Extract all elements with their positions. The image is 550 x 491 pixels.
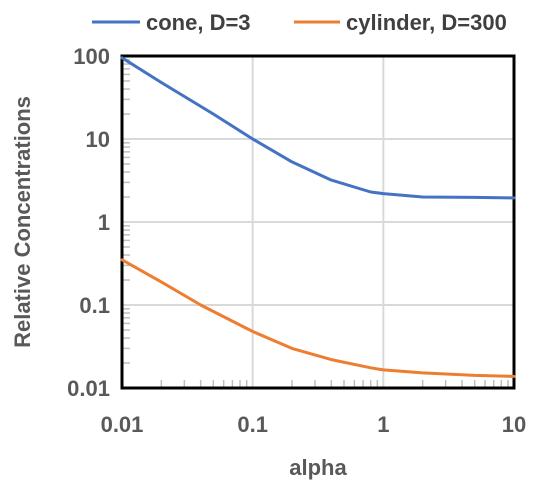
y-tick-label-0: 0.01	[67, 376, 110, 401]
y-tick-label-3: 10	[86, 127, 110, 152]
y-axis-title: Relative Concentrations	[10, 96, 35, 348]
y-tick-label-4: 100	[73, 44, 110, 69]
grid-lines	[121, 55, 515, 389]
x-tick-label-0: 0.01	[101, 412, 144, 437]
legend-label-cylinder: cylinder, D=300	[346, 10, 507, 35]
x-axis-tick-labels: 0.01 0.1 1 10	[101, 412, 527, 437]
series-line-0	[120, 56, 516, 200]
legend: cone, D=3 cylinder, D=300	[92, 10, 507, 35]
x-axis-title: alpha	[289, 455, 347, 480]
y-axis-tick-labels: 0.01 0.1 1 10 100	[67, 44, 110, 401]
plot-area-frame	[120, 54, 516, 390]
legend-label-cone: cone, D=3	[146, 10, 251, 35]
x-tick-label-2: 1	[377, 412, 389, 437]
series-layer	[120, 56, 516, 378]
series-line-1	[120, 258, 516, 378]
x-tick-label-3: 10	[502, 412, 526, 437]
y-tick-label-1: 0.1	[79, 293, 110, 318]
x-tick-label-1: 0.1	[237, 412, 268, 437]
y-tick-label-2: 1	[98, 210, 110, 235]
minor-tick-marks	[122, 59, 509, 388]
